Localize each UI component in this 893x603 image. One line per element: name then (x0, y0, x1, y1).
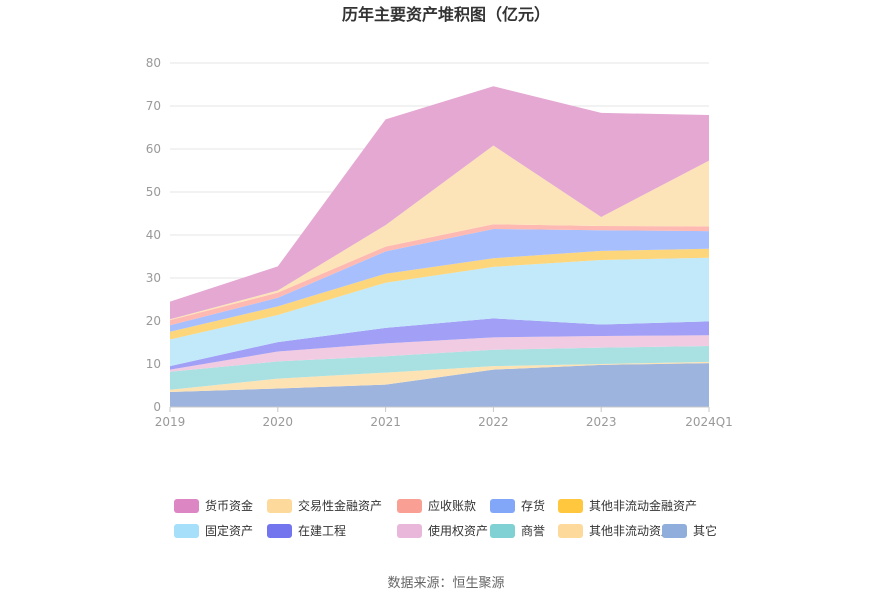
legend-swatch (267, 524, 292, 538)
y-tick-label: 40 (146, 228, 161, 242)
legend-swatch (490, 499, 515, 513)
x-tick-label: 2019 (155, 415, 186, 429)
y-tick-label: 10 (146, 357, 161, 371)
x-tick-label: 2021 (370, 415, 401, 429)
legend-label: 其他非流动资产 (589, 524, 673, 538)
legend-item[interactable]: 应收账款 (397, 498, 476, 513)
legend-label: 其它 (693, 523, 717, 538)
x-tick-label: 2020 (263, 415, 294, 429)
y-tick-label: 70 (146, 99, 161, 113)
y-tick-label: 80 (146, 56, 161, 70)
legend-swatch (490, 524, 515, 538)
legend-item[interactable]: 其他非流动资产 (558, 524, 673, 538)
data-source: 数据来源：恒生聚源 (387, 576, 504, 591)
x-tick-label: 2024Q1 (685, 415, 733, 429)
area-存货 (170, 228, 709, 332)
y-tick-label: 30 (146, 271, 161, 285)
legend-label: 交易性金融资产 (298, 498, 382, 513)
legend-label: 存货 (521, 498, 545, 513)
y-tick-label: 20 (146, 314, 161, 328)
legend-label: 其他非流动金融资产 (589, 498, 697, 513)
y-tick-label: 60 (146, 142, 161, 156)
legend-label: 固定资产 (205, 523, 253, 538)
legend-swatch (397, 499, 422, 513)
area-商誉 (170, 345, 709, 390)
area-series (170, 86, 709, 407)
area-使用权资产 (170, 335, 709, 372)
area-货币资金 (170, 86, 709, 320)
legend-item[interactable]: 交易性金融资产 (267, 498, 382, 513)
legend-swatch (558, 524, 583, 538)
legend-swatch (174, 499, 199, 513)
chart-title: 历年主要资产堆积图（亿元） (342, 5, 550, 24)
y-tick-label: 50 (146, 185, 161, 199)
legend-swatch (662, 524, 687, 538)
area-交易性金融资产 (170, 145, 709, 321)
x-axis: 2019 2020 2021 2022 2023 2024Q1 (155, 406, 733, 429)
legend-label: 货币资金 (205, 498, 253, 513)
legend-swatch (397, 524, 422, 538)
area-其它 (170, 363, 709, 407)
legend-swatch (558, 499, 583, 513)
x-tick-label: 2023 (586, 415, 617, 429)
legend-swatch (267, 499, 292, 513)
area-其他非流动资产 (170, 361, 709, 392)
legend-swatch (174, 524, 199, 538)
legend-item[interactable]: 固定资产 (174, 523, 253, 538)
legend-label: 应收账款 (428, 498, 476, 513)
legend-item[interactable]: 货币资金 (174, 498, 253, 513)
area-其他非流动金融资产 (170, 248, 709, 340)
area-在建工程 (170, 318, 709, 370)
legend-label: 在建工程 (298, 523, 346, 538)
x-tick-label: 2022 (478, 415, 509, 429)
legend-item[interactable]: 其它 (662, 523, 717, 538)
legend-item[interactable]: 商誉 (490, 523, 545, 538)
y-tick-label: 0 (153, 400, 161, 414)
y-axis: 0 10 20 30 40 50 60 70 80 (146, 56, 161, 414)
legend-item[interactable]: 使用权资产 (397, 523, 488, 538)
legend-item[interactable]: 存货 (490, 498, 545, 513)
area-固定资产 (170, 257, 709, 367)
legend-item[interactable]: 其他非流动金融资产 (558, 498, 697, 513)
legend-label: 商誉 (521, 523, 545, 538)
legend-item[interactable]: 在建工程 (267, 523, 346, 538)
legend-label: 使用权资产 (428, 523, 488, 538)
